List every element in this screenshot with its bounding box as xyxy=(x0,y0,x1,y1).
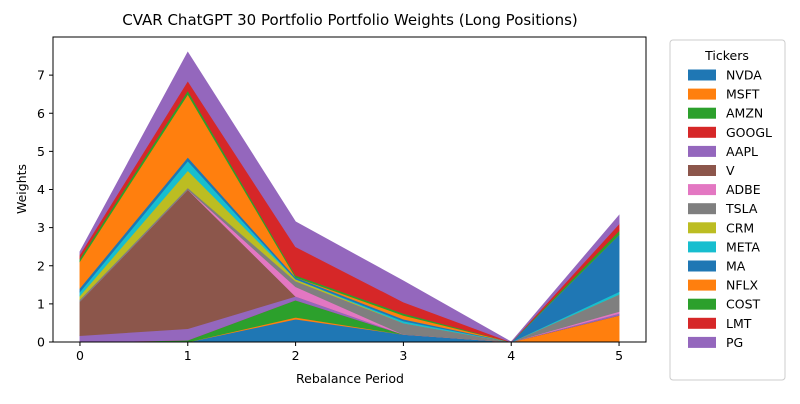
chart-title: CVAR ChatGPT 30 Portfolio Portfolio Weig… xyxy=(122,11,578,29)
y-tick-label: 3 xyxy=(37,220,45,235)
legend-label-aapl: AAPL xyxy=(726,144,758,159)
legend-swatch-cost xyxy=(688,298,716,310)
legend-swatch-adbe xyxy=(688,184,716,196)
legend-swatch-msft xyxy=(688,88,716,100)
legend-label-crm: CRM xyxy=(726,220,754,235)
legend-swatch-nvda xyxy=(688,69,716,81)
legend-label-amzn: AMZN xyxy=(726,106,763,121)
legend-label-meta: META xyxy=(726,239,760,254)
plot-areas xyxy=(79,51,620,343)
legend-frame xyxy=(669,39,786,381)
legend-swatch-lmt xyxy=(688,317,716,329)
x-tick-label: 3 xyxy=(399,348,407,363)
y-tick-label: 0 xyxy=(37,335,45,350)
x-axis-label: Rebalance Period xyxy=(296,371,404,386)
y-tick-label: 5 xyxy=(37,144,45,159)
legend-label-msft: MSFT xyxy=(726,87,760,102)
plot-frame xyxy=(52,36,647,343)
x-tick-label: 1 xyxy=(184,348,192,363)
area-series-pg xyxy=(79,51,620,343)
legend-swatch-googl xyxy=(688,126,716,138)
legend-swatch-nflx xyxy=(688,279,716,291)
legend-swatch-tsla xyxy=(688,203,716,215)
legend-label-googl: GOOGL xyxy=(726,125,772,140)
legend-label-pg: PG xyxy=(726,335,743,350)
legend: Tickers NVDA MSFT AMZN GOOGL AAPL V ADBE TSLA CR… xyxy=(669,39,786,381)
legend-items: NVDA MSFT AMZN GOOGL AAPL V ADBE TSLA CRM META MA N… xyxy=(688,68,772,350)
legend-label-tsla: TSLA xyxy=(725,201,758,216)
legend-label-lmt: LMT xyxy=(726,316,752,331)
y-tick-label: 1 xyxy=(37,296,45,311)
y-axis: 0 1 2 3 4 5 6 7 xyxy=(37,68,53,350)
y-axis-label: Weights xyxy=(14,164,29,214)
legend-label-v: V xyxy=(726,163,735,178)
legend-label-ma: MA xyxy=(726,259,746,274)
legend-swatch-aapl xyxy=(688,145,716,157)
y-tick-label: 7 xyxy=(37,68,45,83)
legend-swatch-pg xyxy=(688,336,716,348)
legend-label-nvda: NVDA xyxy=(726,68,762,83)
legend-swatch-ma xyxy=(688,260,716,272)
legend-swatch-meta xyxy=(688,241,716,253)
legend-label-nflx: NFLX xyxy=(726,278,759,293)
legend-title: Tickers xyxy=(704,48,749,63)
legend-label-cost: COST xyxy=(726,297,761,312)
legend-swatch-amzn xyxy=(688,107,716,119)
y-tick-label: 4 xyxy=(37,182,45,197)
legend-swatch-v xyxy=(688,165,716,176)
x-axis: 0 1 2 3 4 5 xyxy=(76,342,623,363)
x-tick-label: 0 xyxy=(76,348,84,363)
legend-swatch-crm xyxy=(688,222,716,234)
y-tick-label: 6 xyxy=(37,106,45,121)
x-tick-label: 4 xyxy=(507,348,515,363)
x-tick-label: 5 xyxy=(615,348,623,363)
x-tick-label: 2 xyxy=(292,348,300,363)
legend-label-adbe: ADBE xyxy=(726,182,761,197)
y-tick-label: 2 xyxy=(37,258,45,273)
